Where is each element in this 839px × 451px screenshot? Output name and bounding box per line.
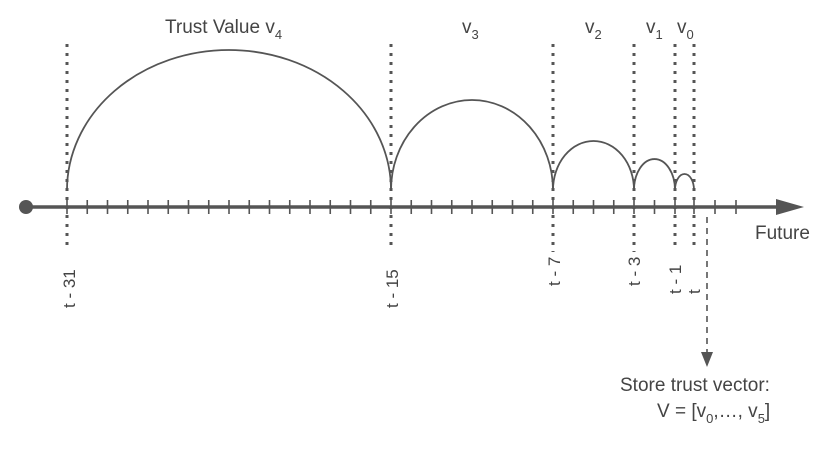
interval-label-v1: v1 bbox=[646, 17, 663, 42]
interval-arc-1 bbox=[390, 99, 554, 191]
store-label-line2: V = [v0,…, v5] bbox=[657, 401, 770, 426]
time-label-t-31: t - 31 bbox=[60, 269, 79, 308]
time-marker-lines bbox=[65, 44, 696, 252]
interval-label-v4: Trust Value v4 bbox=[165, 17, 282, 42]
interval-label-v2: v2 bbox=[585, 17, 602, 42]
time-labels: t - 31 t - 15 t - 7 t - 3 t - 1 t bbox=[60, 257, 704, 308]
interval-label-v3: v3 bbox=[462, 17, 479, 42]
timeline-axis bbox=[19, 199, 804, 215]
axis-origin-dot bbox=[19, 200, 33, 214]
time-label-t-1: t - 1 bbox=[666, 265, 685, 294]
store-arrow bbox=[701, 217, 713, 367]
interval-label-v0: v0 bbox=[677, 17, 694, 42]
time-label-t-15: t - 15 bbox=[383, 269, 402, 308]
time-label-t-7: t - 7 bbox=[545, 257, 564, 286]
interval-arc-4 bbox=[674, 173, 695, 191]
axis-arrowhead-icon bbox=[776, 199, 804, 215]
axis-ticks bbox=[66, 200, 737, 214]
store-arrow-head-icon bbox=[701, 352, 713, 367]
interval-labels: Trust Value v4 v3 v2 v1 v0 bbox=[165, 17, 694, 42]
interval-arc-3 bbox=[633, 158, 676, 191]
interval-arc-0 bbox=[66, 49, 392, 191]
axis-label-future: Future bbox=[755, 223, 810, 244]
time-label-t: t bbox=[685, 289, 704, 294]
store-trust-vector-text: Store trust vector: V = [v0,…, v5] bbox=[620, 375, 770, 426]
interval-arc-2 bbox=[552, 140, 635, 191]
interval-arcs bbox=[66, 49, 695, 191]
store-label-line1: Store trust vector: bbox=[620, 375, 770, 396]
time-label-t-3: t - 3 bbox=[625, 257, 644, 286]
